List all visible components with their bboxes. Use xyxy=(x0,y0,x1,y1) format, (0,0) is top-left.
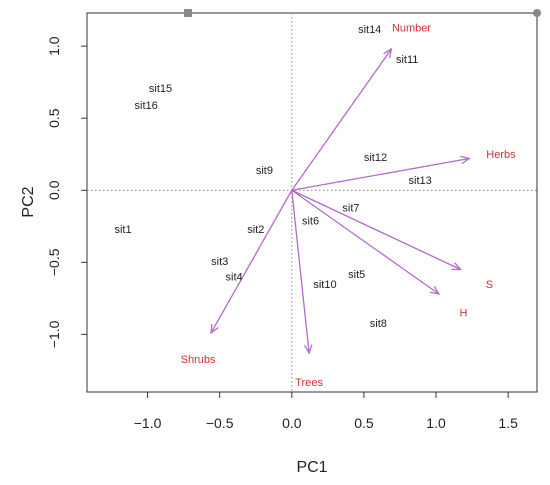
site-label-sit9: sit9 xyxy=(256,165,273,177)
y-axis: −1.0 −0.5 0.0 0.5 1.0 xyxy=(46,36,87,348)
arrowhead-trees xyxy=(304,344,313,355)
vector-s xyxy=(291,189,461,271)
vector-label-shrubs: Shrubs xyxy=(181,354,216,366)
y-tick-label: −1.0 xyxy=(46,320,62,348)
arrowhead-herbs xyxy=(460,155,471,165)
vector-herbs xyxy=(291,157,470,191)
loading-vectors xyxy=(210,47,471,355)
plot-frame xyxy=(86,12,538,393)
y-axis-title: PC2 xyxy=(20,186,37,217)
arrowhead-number xyxy=(383,47,393,58)
x-tick-label: 0.0 xyxy=(282,415,302,431)
x-tick-label: 0.5 xyxy=(354,415,374,431)
x-tick-label: −1.0 xyxy=(134,415,162,431)
vector-label-number: Number xyxy=(392,22,431,34)
site-label-sit3: sit3 xyxy=(211,256,228,268)
site-label-sit11: sit11 xyxy=(396,54,418,66)
site-label-sit5: sit5 xyxy=(348,269,365,281)
x-axis-title: PC1 xyxy=(296,459,327,476)
y-tick-label: 1.0 xyxy=(46,36,62,56)
vector-shrubs xyxy=(210,189,293,334)
vector-trees xyxy=(291,190,310,354)
vector-label-herbs: Herbs xyxy=(486,149,516,161)
site-label-sit12: sit12 xyxy=(364,152,387,164)
frame-corner-marker xyxy=(533,9,541,17)
site-label-sit13: sit13 xyxy=(409,175,432,187)
arrowhead-s xyxy=(451,262,463,271)
site-label-sit1: sit1 xyxy=(114,224,131,236)
site-label-sit4: sit4 xyxy=(226,272,243,284)
arrowhead-h xyxy=(429,285,441,295)
vector-label-h: H xyxy=(459,308,467,320)
site-label-sit7: sit7 xyxy=(342,203,359,215)
vector-labels: Number Herbs S H Trees Shrubs xyxy=(181,22,516,389)
site-label-sit2: sit2 xyxy=(247,224,264,236)
x-axis: −1.0 −0.5 0.0 0.5 1.0 1.5 xyxy=(134,392,518,431)
site-label-sit6: sit6 xyxy=(302,216,319,228)
arrowhead-shrubs xyxy=(210,323,219,335)
vector-number xyxy=(291,48,392,191)
site-label-sit16: sit16 xyxy=(135,100,158,112)
frame-top-marker xyxy=(184,9,192,17)
x-tick-label: 1.0 xyxy=(426,415,446,431)
x-tick-label: 1.5 xyxy=(498,415,518,431)
vector-label-s: S xyxy=(486,279,493,291)
y-tick-label: 0.5 xyxy=(46,108,62,128)
y-tick-label: −0.5 xyxy=(46,248,62,276)
y-tick-label: 0.0 xyxy=(46,180,62,200)
vector-h xyxy=(291,189,440,295)
vector-label-trees: Trees xyxy=(295,377,323,389)
site-labels: sit1 sit2 sit3 sit4 sit5 sit6 sit7 sit8 sit9 sit1… xyxy=(114,24,431,330)
reference-lines xyxy=(87,13,537,392)
site-label-sit8: sit8 xyxy=(370,318,387,330)
x-tick-label: −0.5 xyxy=(206,415,234,431)
site-label-sit15: sit15 xyxy=(149,83,172,95)
site-label-sit10: sit10 xyxy=(313,279,336,291)
site-label-sit14: sit14 xyxy=(358,24,381,36)
